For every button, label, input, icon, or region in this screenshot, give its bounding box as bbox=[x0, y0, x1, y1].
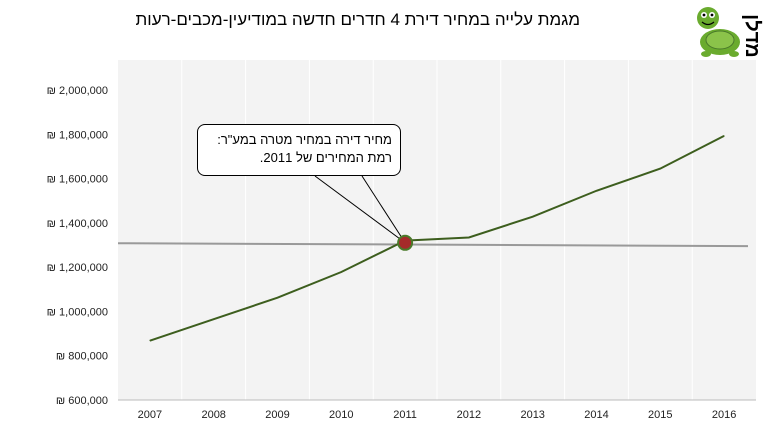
x-tick-label: 2007 bbox=[138, 409, 162, 421]
reference-line-2011-level bbox=[117, 242, 749, 248]
y-axis-ticks: ₪ 600,000 ₪ 800,000 ₪ 1,000,000 ₪ 1,200,000… bbox=[47, 85, 108, 407]
y-tick-label: ₪ 800,000 bbox=[56, 351, 108, 363]
x-tick-label: 2010 bbox=[329, 409, 353, 421]
y-tick-label: ₪ 1,000,000 bbox=[47, 306, 108, 318]
x-tick-label: 2013 bbox=[520, 409, 544, 421]
y-tick-label: ₪ 1,200,000 bbox=[47, 262, 108, 274]
series-point bbox=[277, 297, 278, 299]
x-tick-label: 2009 bbox=[265, 409, 289, 421]
series-point bbox=[149, 340, 151, 342]
y-tick-label: ₪ 2,000,000 bbox=[47, 85, 108, 97]
series-point bbox=[213, 318, 215, 320]
callout-pointer bbox=[361, 175, 406, 244]
logo-text: מדלן bbox=[741, 14, 763, 58]
series-point bbox=[468, 236, 470, 238]
x-tick-label: 2008 bbox=[201, 409, 225, 421]
series-point bbox=[659, 168, 661, 170]
x-tick-label: 2016 bbox=[712, 409, 736, 421]
vertical-gridlines bbox=[181, 60, 693, 400]
annotation-line2: רמת המחירים של 2011. bbox=[259, 150, 392, 165]
x-tick-label: 2011 bbox=[393, 409, 417, 421]
x-tick-label: 2015 bbox=[648, 409, 672, 421]
chart-title: מגמת עלייה במחיר דירת 4 חדרים חדשה במודי… bbox=[135, 10, 580, 29]
annotation-callout: מחיר דירה במחיר מטרה במע"ר: רמת המחירים … bbox=[197, 124, 401, 176]
y-tick-label: ₪ 1,600,000 bbox=[47, 174, 108, 186]
series-point bbox=[340, 271, 342, 273]
x-axis-ticks: 2007 2008 2009 2010 2011 2012 2013 2014 2015 2016 bbox=[138, 409, 737, 421]
highlight-point-2011 bbox=[397, 234, 414, 251]
y-tick-label: ₪ 600,000 bbox=[56, 395, 108, 407]
x-tick-label: 2012 bbox=[457, 409, 481, 421]
y-tick-label: ₪ 1,800,000 bbox=[47, 129, 108, 141]
series-point bbox=[532, 216, 534, 218]
annotation-line1: מחיר דירה במחיר מטרה במע"ר: bbox=[217, 132, 392, 147]
price-series-line bbox=[149, 134, 725, 342]
callout-pointer bbox=[314, 175, 406, 244]
x-tick-label: 2014 bbox=[584, 409, 608, 421]
series-point bbox=[596, 190, 597, 192]
madlan-logo: מדלן bbox=[692, 2, 766, 60]
y-tick-label: ₪ 1,400,000 bbox=[47, 218, 108, 230]
series-point bbox=[723, 135, 725, 137]
